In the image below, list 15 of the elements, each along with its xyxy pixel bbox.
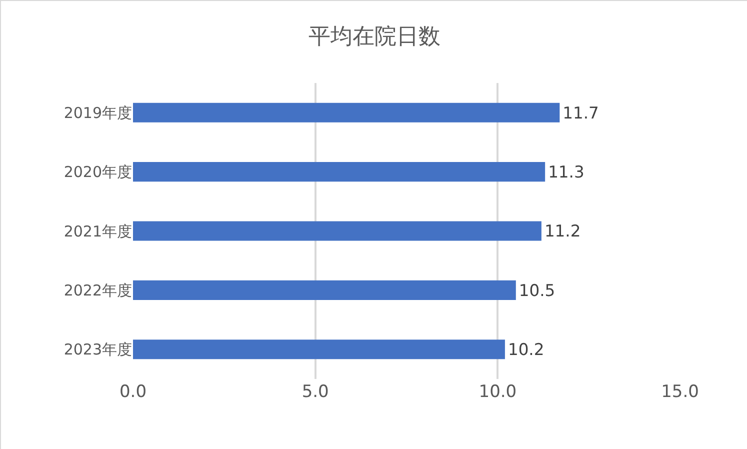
data-label: 11.2 — [544, 222, 581, 241]
data-label: 10.2 — [508, 340, 544, 360]
y-tick-label: 2021年度 — [64, 222, 132, 240]
x-tick-label: 15.0 — [661, 382, 699, 402]
y-tick-label: 2023年度 — [64, 340, 132, 359]
x-tick-label: 5.0 — [302, 382, 329, 402]
y-tick-label: 2019年度 — [64, 104, 132, 122]
data-label: 11.3 — [548, 162, 584, 182]
x-tick-label: 0.0 — [119, 382, 147, 402]
y-tick-label: 2022年度 — [64, 281, 132, 300]
y-tick-label: 2020年度 — [64, 163, 132, 182]
data-label: 11.7 — [562, 103, 599, 122]
chart-title: 平均在院日数 — [308, 24, 440, 50]
data-label: 10.5 — [518, 280, 556, 300]
x-tick-label: 10.0 — [478, 382, 517, 402]
